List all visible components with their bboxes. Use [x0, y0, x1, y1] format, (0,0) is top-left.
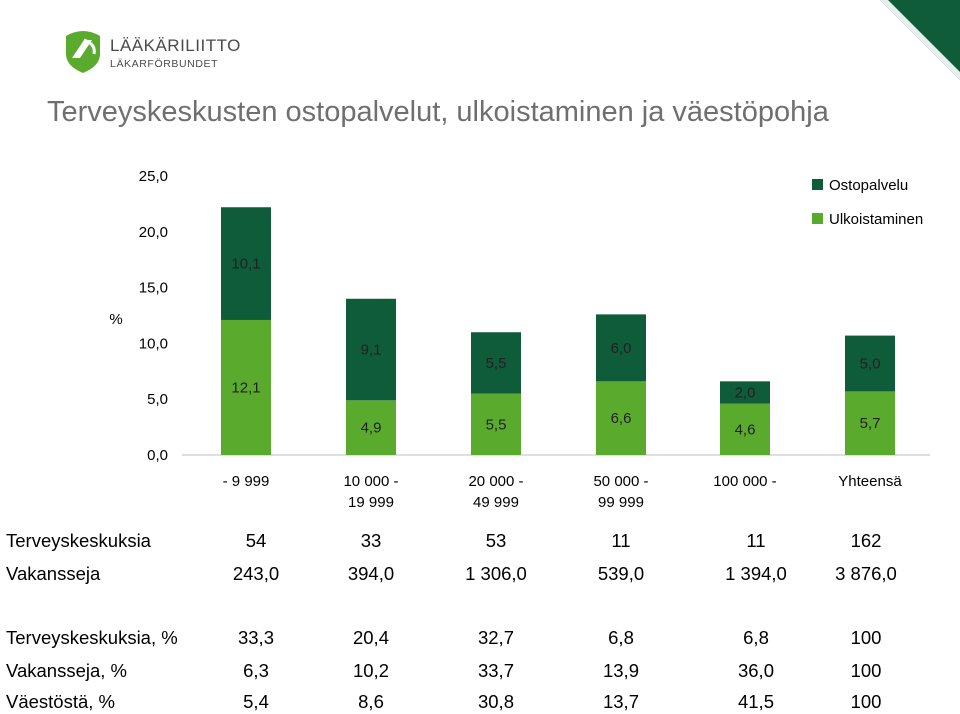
y-tick-label: 20,0 [139, 224, 168, 241]
logo-icon [66, 31, 100, 73]
x-tick-label: 49 999 [473, 494, 519, 511]
bar-ostopalvelu-2 [471, 332, 521, 394]
bar-ulkoistaminen-1 [346, 400, 396, 455]
table2-row-cell: 100 [850, 660, 882, 681]
table2-row-cell: 100 [850, 691, 882, 712]
x-tick-label: Yhteensä [838, 473, 902, 490]
table1-row-cell: 1 394,0 [725, 563, 787, 584]
stacked-bar-chart: 0,0 5,0 10,0 15,0 20,0 25,0% 12,1 10,1 - 9 999 4,… [109, 168, 930, 511]
table1-row-cell: 394,0 [347, 563, 395, 584]
y-axis-title: % [109, 311, 122, 328]
table2-row-cell: 6,8 [608, 627, 634, 648]
table1-row-cell: 162 [850, 530, 882, 551]
data-label: 2,0 [735, 385, 756, 402]
x-tick-label: 20 000 - [468, 473, 523, 490]
legend-label: Ulkoistaminen [829, 211, 923, 228]
logo: LÄÄKÄRILIITTO LÄKARFÖRBUNDET [62, 28, 242, 76]
legend-swatch-ostopalvelu [812, 179, 823, 190]
bar-ostopalvelu-0 [221, 207, 271, 320]
data-label: 5,5 [486, 416, 507, 433]
table2-row-cell: 30,8 [477, 691, 514, 712]
table2-row-cell: 10,2 [352, 660, 389, 681]
y-tick-label: 15,0 [139, 280, 168, 297]
x-tick-label: - 9 999 [223, 473, 270, 490]
data-label: 4,6 [735, 421, 756, 438]
table2-row-cell: 6,3 [243, 660, 269, 681]
data-label: 5,0 [860, 355, 881, 372]
bar-ostopalvelu-3 [596, 314, 646, 382]
table2-row-cell: 13,7 [602, 691, 639, 712]
table2-row-cell: 33,7 [477, 660, 514, 681]
legend-swatch-ulkoistaminen [812, 213, 823, 224]
bar-ostopalvelu-1 [346, 298, 396, 401]
bar-ulkoistaminen-5 [845, 391, 895, 455]
table1-row-cell: 53 [485, 530, 507, 551]
table2-row-cell: 100 [850, 627, 882, 648]
bar-ostopalvelu-4 [720, 381, 770, 404]
table1-row-label: Terveyskeskuksia [6, 530, 151, 551]
x-tick-label: 50 000 - [593, 473, 648, 490]
table2-row-cell: 13,9 [602, 660, 639, 681]
x-tick-label: 100 000 - [713, 473, 776, 490]
bar-ostopalvelu-5 [845, 335, 895, 392]
data-label: 4,9 [361, 420, 382, 437]
y-tick-label: 0,0 [147, 447, 168, 464]
table1-row-cell: 539,0 [597, 563, 645, 584]
x-tick-label: 99 999 [598, 494, 644, 511]
data-label: 6,0 [611, 340, 632, 357]
data-label: 12,1 [231, 379, 260, 396]
data-label: 6,6 [611, 410, 632, 427]
table1-row-cell: 3 876,0 [835, 563, 897, 584]
logo-subtext: LÄKARFÖRBUNDET [110, 58, 219, 70]
table1-row-cell: 11 [611, 530, 631, 551]
table2-row-cell: 8,6 [358, 691, 384, 712]
data-label: 5,7 [860, 415, 881, 432]
bar-ulkoistaminen-0 [221, 319, 271, 455]
y-tick-label: 25,0 [139, 168, 168, 185]
data-label: 9,1 [361, 342, 382, 359]
table2-row-cell: 32,7 [477, 627, 514, 648]
y-tick-label: 5,0 [147, 391, 168, 408]
table2-row-cell: 6,8 [743, 627, 769, 648]
table2-row-cell: 41,5 [737, 691, 774, 712]
bar-ulkoistaminen-4 [720, 403, 770, 455]
table2-row-cell: 33,3 [237, 627, 274, 648]
logo-text: LÄÄKÄRILIITTO [110, 36, 241, 55]
page-title: Terveyskeskusten ostopalvelut, ulkoistam… [47, 96, 829, 128]
table1-row-cell: 1 306,0 [465, 563, 527, 584]
table2-row-label: Väestöstä, % [6, 691, 116, 712]
data-label: 5,5 [486, 355, 507, 372]
table1-row-cell: 54 [245, 530, 267, 551]
table2-row-label: Terveyskeskuksia, % [6, 627, 178, 648]
table2-row-cell: 36,0 [737, 660, 774, 681]
table1-row-cell: 11 [746, 530, 766, 551]
table1-row-label: Vakansseja [6, 563, 101, 584]
x-tick-label: 19 999 [348, 494, 394, 511]
table2-row-cell: 5,4 [243, 691, 269, 712]
corner-decoration [880, 0, 960, 80]
table2-row-cell: 20,4 [352, 627, 389, 648]
table1-row-cell: 243,0 [232, 563, 280, 584]
legend-label: Ostopalvelu [829, 177, 908, 194]
bar-ulkoistaminen-3 [596, 381, 646, 455]
x-tick-label: 10 000 - [343, 473, 398, 490]
y-tick-label: 10,0 [139, 335, 168, 352]
data-label: 10,1 [231, 256, 260, 273]
table1-row-cell: 33 [360, 530, 382, 551]
table2-row-label: Vakansseja, % [6, 660, 127, 681]
bar-ulkoistaminen-2 [471, 393, 521, 455]
